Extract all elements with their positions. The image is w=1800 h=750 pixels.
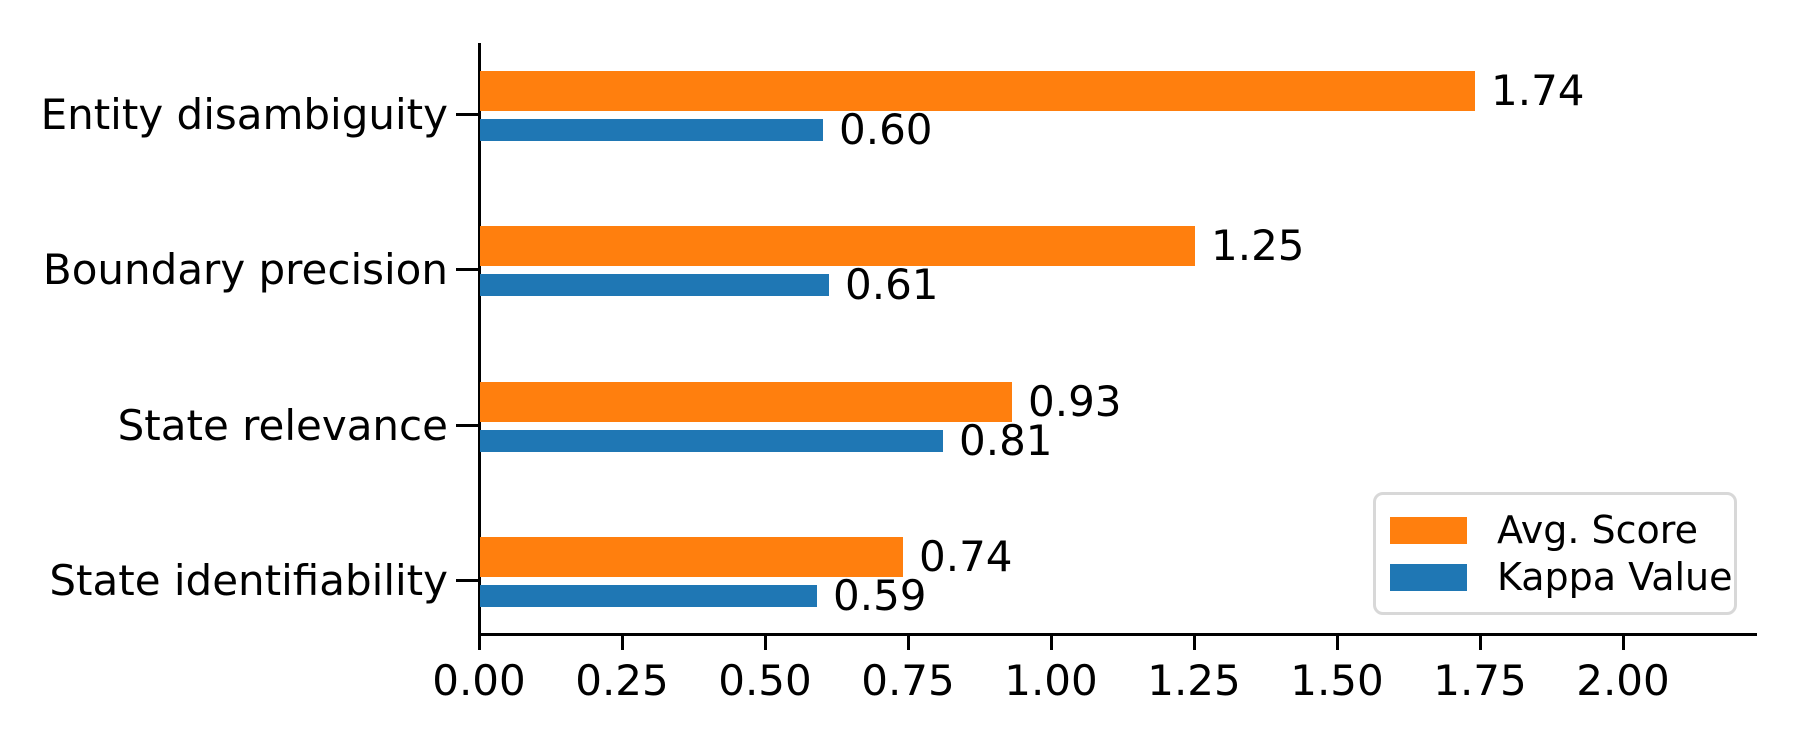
x-tick (621, 636, 624, 650)
bar (480, 430, 943, 452)
y-tick (456, 113, 479, 116)
x-tick (1622, 636, 1625, 650)
legend-label-kappa-value: Kappa Value (1497, 555, 1733, 599)
bar-value-label: 0.74 (919, 532, 1013, 581)
x-tick-label: 0.25 (575, 656, 669, 705)
x-tick-label: 1.50 (1290, 656, 1384, 705)
avg-score-swatch-icon (1390, 516, 1467, 544)
bar-value-label: 0.93 (1028, 377, 1122, 426)
bar (480, 71, 1475, 111)
x-tick (1193, 636, 1196, 650)
x-tick (1336, 636, 1339, 650)
bar-value-label: 1.74 (1491, 66, 1585, 115)
bar-value-label: 0.81 (959, 416, 1053, 465)
bar (480, 119, 823, 141)
x-tick (764, 636, 767, 650)
bar (480, 226, 1195, 266)
bar-value-label: 0.60 (839, 105, 933, 154)
y-tick (456, 579, 479, 582)
x-tick-label: 0.75 (861, 656, 955, 705)
bar-value-label: 0.59 (833, 571, 927, 620)
x-tick-label: 1.00 (1004, 656, 1098, 705)
category-label: Boundary precision (42, 245, 448, 294)
x-tick (478, 636, 481, 650)
x-tick-label: 1.75 (1433, 656, 1527, 705)
category-label: State relevance (117, 401, 448, 450)
legend-entry-avg-score: Avg. Score (1390, 511, 1720, 549)
bar (480, 274, 829, 296)
x-tick-label: 0.00 (432, 656, 526, 705)
kappa-value-swatch-icon (1390, 563, 1467, 591)
bar-value-label: 1.25 (1211, 221, 1305, 270)
y-tick (456, 424, 479, 427)
bar (480, 585, 817, 607)
x-tick (907, 636, 910, 650)
category-label: Entity disambiguity (40, 90, 448, 139)
x-tick-label: 1.25 (1147, 656, 1241, 705)
y-tick (456, 268, 479, 271)
legend-label-avg-score: Avg. Score (1497, 508, 1698, 552)
legend: Avg. Score Kappa Value (1373, 492, 1737, 615)
x-tick-label: 0.50 (718, 656, 812, 705)
legend-entry-kappa-value: Kappa Value (1390, 558, 1733, 596)
x-tick-label: 2.00 (1576, 656, 1670, 705)
bar (480, 537, 903, 577)
category-label: State identifiability (49, 556, 448, 605)
x-tick (1050, 636, 1053, 650)
bar-value-label: 0.61 (845, 260, 939, 309)
x-axis-line (478, 633, 1757, 636)
y-axis-spine (478, 43, 481, 636)
x-tick (1479, 636, 1482, 650)
bar (480, 382, 1012, 422)
